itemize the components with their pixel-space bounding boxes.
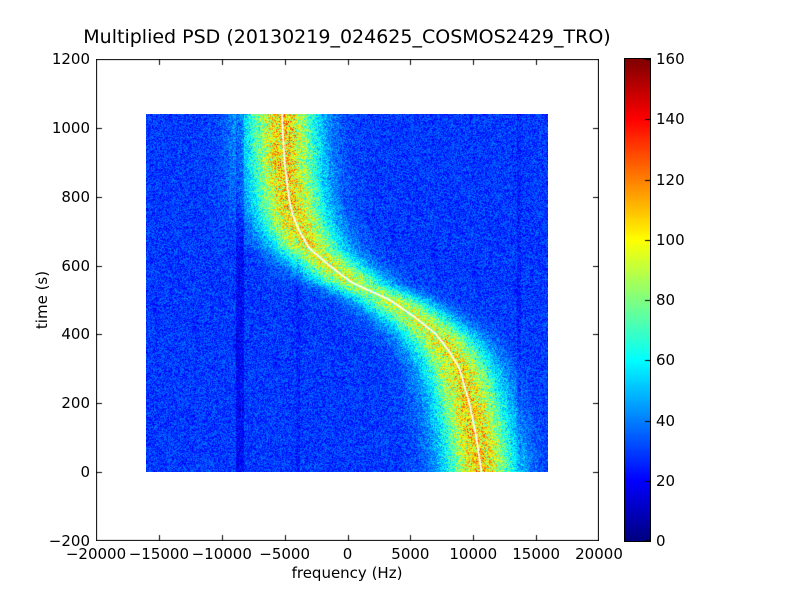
colorbar-tick-label: 100 [656, 230, 685, 249]
y-tick-label: 200 [61, 394, 90, 413]
y-tick-label: 1200 [51, 50, 90, 68]
y-axis-label: time (s) [33, 270, 51, 330]
y-tick-label: −200 [48, 532, 90, 550]
axes-frame [96, 59, 599, 541]
y-tick-label: 400 [61, 325, 90, 344]
colorbar [624, 58, 651, 542]
x-tick-label: −5000 [259, 545, 310, 563]
x-tick-label: 20000 [575, 545, 623, 563]
colorbar-tick-label: 20 [656, 471, 676, 490]
colorbar-tick-label: 40 [656, 411, 676, 430]
chart-title: Multiplied PSD (20130219_024625_COSMOS24… [83, 26, 611, 48]
x-tick-label: −15000 [128, 545, 190, 563]
colorbar-tick-label: 60 [656, 351, 676, 370]
x-tick-label: 0 [342, 545, 353, 563]
colorbar-tick-label: 120 [656, 170, 685, 189]
x-tick-label: −10000 [191, 545, 252, 563]
x-axis-label: frequency (Hz) [291, 564, 403, 582]
y-tick-label: 1000 [51, 118, 90, 137]
colorbar-tick-label: 0 [656, 532, 666, 550]
y-tick-label: 0 [80, 463, 90, 482]
x-tick-label: −20000 [65, 545, 127, 563]
x-tick-label: 10000 [449, 545, 498, 563]
colorbar-tick-label: 160 [656, 50, 685, 68]
x-tick-label: 5000 [391, 545, 430, 563]
y-tick-label: 800 [61, 187, 90, 206]
y-tick-label: 600 [61, 256, 90, 275]
colorbar-tick-label: 140 [656, 110, 685, 129]
x-tick-label: 15000 [512, 545, 560, 563]
colorbar-tick-label: 80 [656, 291, 676, 309]
